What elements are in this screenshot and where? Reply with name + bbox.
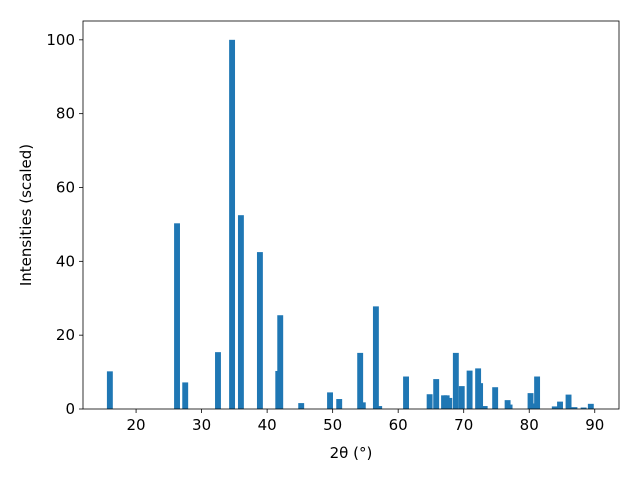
x-axis-label: 2θ (°) [330, 444, 373, 462]
bar [551, 406, 558, 409]
bar [466, 370, 473, 409]
bar [565, 394, 572, 409]
x-tick-label: 80 [520, 416, 539, 434]
y-tick-label: 80 [56, 105, 75, 123]
bar [433, 379, 440, 409]
bar [106, 371, 113, 409]
bar [174, 223, 180, 409]
x-tick-label: 50 [323, 416, 342, 434]
y-axis-label: Intensities (scaled) [17, 144, 35, 286]
bar [506, 404, 513, 409]
x-tick-label: 20 [127, 416, 146, 434]
x-tick-label: 30 [192, 416, 211, 434]
x-tick-label: 40 [258, 416, 277, 434]
bar [277, 315, 284, 409]
bar [327, 392, 333, 409]
bar [477, 383, 484, 409]
bar [571, 407, 578, 409]
bar [481, 406, 488, 409]
bar [534, 376, 541, 409]
bar [580, 407, 587, 409]
bar [372, 306, 379, 409]
bar [426, 394, 433, 409]
y-tick-label: 100 [46, 31, 75, 49]
bar [403, 376, 409, 409]
bar [587, 403, 594, 409]
y-tick-label: 20 [56, 326, 75, 344]
plot-frame [82, 20, 620, 410]
bar [492, 387, 499, 409]
bar [182, 382, 189, 409]
bar [336, 399, 343, 409]
bar [452, 352, 459, 409]
bar [557, 401, 563, 409]
bar [458, 386, 465, 409]
y-tick-label: 0 [65, 400, 75, 418]
bar [527, 393, 534, 409]
bar [298, 403, 305, 409]
bar [256, 252, 263, 409]
bar [359, 402, 366, 409]
x-tick-label: 70 [454, 416, 473, 434]
bar [357, 352, 364, 409]
bar [237, 215, 244, 409]
bar [376, 406, 383, 409]
bar [215, 352, 221, 409]
y-tick-label: 40 [56, 252, 75, 270]
bar [446, 397, 453, 409]
x-tick-label: 60 [389, 416, 408, 434]
y-tick-label: 60 [56, 178, 75, 196]
bar [229, 39, 236, 409]
x-tick-label: 90 [585, 416, 604, 434]
